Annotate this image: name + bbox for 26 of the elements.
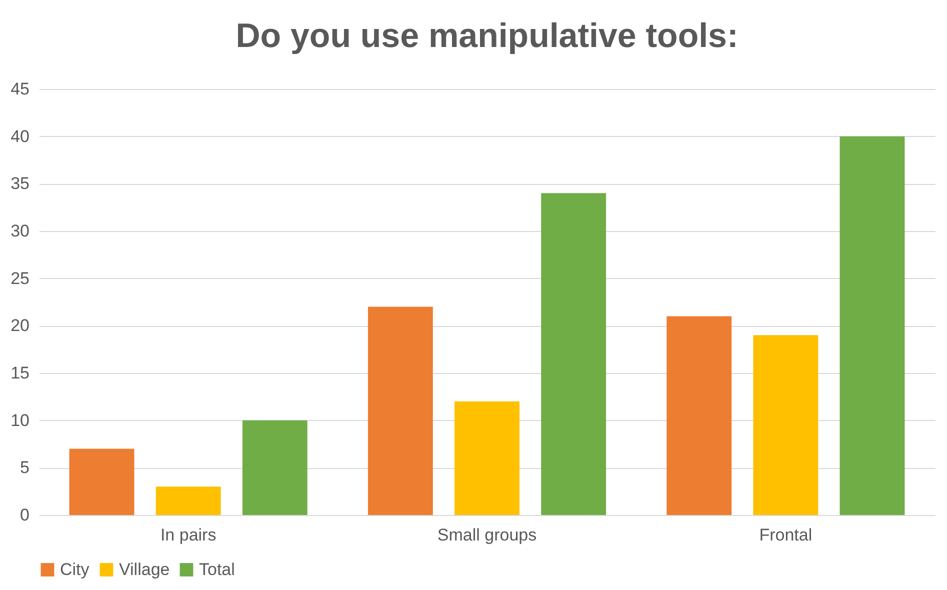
x-tick-label: Frontal — [759, 526, 812, 544]
bar — [840, 136, 905, 515]
bar — [69, 448, 134, 515]
y-tick-label: 5 — [20, 458, 30, 478]
bar — [753, 335, 818, 515]
bar — [242, 420, 308, 515]
legend-label: Village — [119, 560, 170, 579]
y-tick-label: 25 — [10, 268, 30, 288]
y-tick-label: 15 — [10, 364, 30, 382]
bar — [666, 316, 732, 515]
x-tick-label: Small groups — [437, 526, 537, 544]
legend-label: Total — [199, 560, 235, 579]
y-tick-label: 10 — [10, 410, 30, 430]
bar — [541, 193, 606, 515]
y-tick-label: 30 — [10, 222, 30, 240]
y-tick-label: 20 — [10, 316, 30, 336]
y-tick-label: 35 — [10, 174, 30, 194]
y-tick-label: 0 — [20, 506, 30, 524]
y-tick-label: 45 — [10, 80, 30, 98]
x-tick-label: In pairs — [160, 526, 216, 544]
bar — [368, 306, 433, 515]
y-tick-label: 40 — [10, 126, 30, 146]
bar — [156, 486, 221, 515]
chart-title: Do you use manipulative tools: — [236, 17, 738, 55]
legend-label: City — [60, 560, 90, 579]
bar — [454, 401, 520, 515]
